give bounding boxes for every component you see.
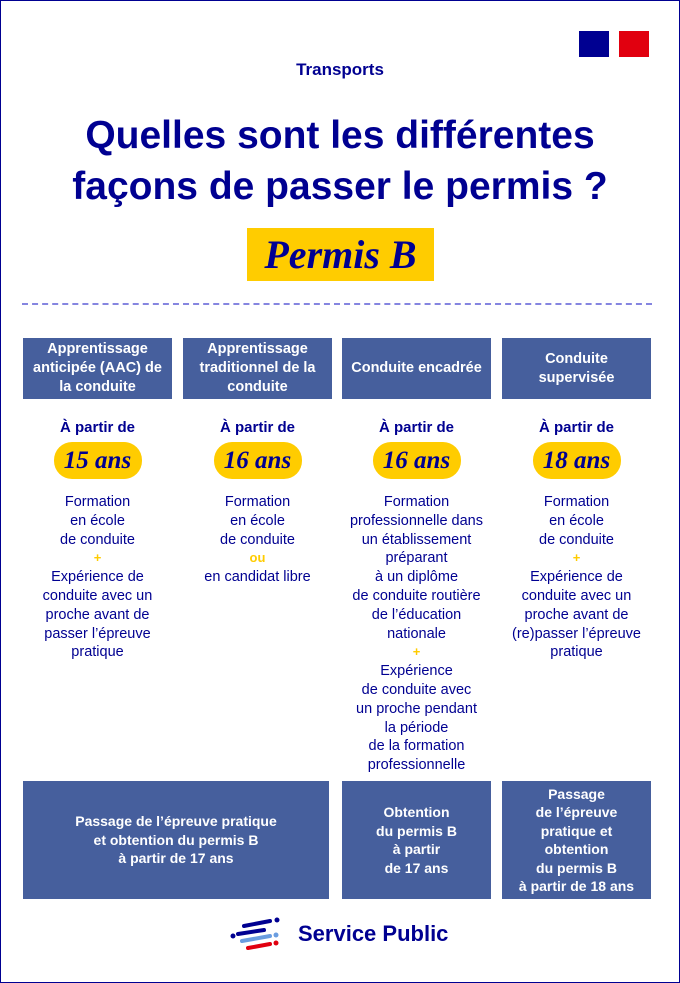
from-label: À partir de <box>378 419 454 436</box>
outcome-box: Passage de l’épreuve pratique et obtenti… <box>502 781 651 899</box>
path-column: Conduite encadrée À partir de 16 ans Form… <box>342 338 491 775</box>
permis-badge: Permis B <box>247 228 434 281</box>
path-column: Apprentissage anticipée (AAC) de la cond… <box>23 338 172 662</box>
description-text: Formation en école de conduite <box>60 494 135 548</box>
service-public-logo-icon <box>230 917 280 950</box>
age-pill: 18 ans <box>532 442 621 479</box>
path-column: Conduite supervisée À partir de 18 ans Fo… <box>502 338 651 662</box>
age-pill: 15 ans <box>53 442 142 479</box>
column-header: Apprentissage anticipée (AAC) de la cond… <box>23 338 172 399</box>
from-label: À partir de <box>538 419 614 436</box>
separator: + <box>412 644 421 660</box>
description-text: Expérience de conduite avec un proche pe… <box>356 663 477 774</box>
column-header: Conduite supervisée <box>502 338 651 399</box>
age-pill: 16 ans <box>213 442 302 479</box>
separator: + <box>572 550 581 566</box>
separator: ou <box>249 550 266 566</box>
description-text: Expérience de conduite avec un proche av… <box>42 569 153 661</box>
logo-text: Service Public <box>298 921 449 946</box>
description-text: en candidat libre <box>204 569 311 586</box>
outcome-box: Passage de l’épreuve pratique et obtenti… <box>23 781 329 899</box>
service-public-logo: Service Public <box>230 914 448 954</box>
from-label: À partir de <box>219 419 295 436</box>
category-label: Transports <box>296 60 384 79</box>
outcome-box: Obtention du permis B à partir de 17 ans <box>342 781 491 899</box>
separator: + <box>93 550 102 566</box>
age-pill: 16 ans <box>372 442 461 479</box>
divider <box>22 303 652 305</box>
column-header: Apprentissage traditionnel de la conduit… <box>183 338 332 399</box>
description-text: Formation en école de conduite <box>539 494 614 548</box>
description-text: Expérience de conduite avec un proche av… <box>512 569 641 661</box>
path-column: Apprentissage traditionnel de la conduit… <box>183 338 332 587</box>
republique-francaise-flag-icon <box>579 31 649 57</box>
description-text: Formation professionnelle dans un établi… <box>349 494 483 642</box>
page-title: Quelles sont les différentes façons de p… <box>72 114 608 208</box>
column-header: Conduite encadrée <box>342 338 491 399</box>
from-label: À partir de <box>59 419 135 436</box>
description-text: Formation en école de conduite <box>220 494 295 548</box>
